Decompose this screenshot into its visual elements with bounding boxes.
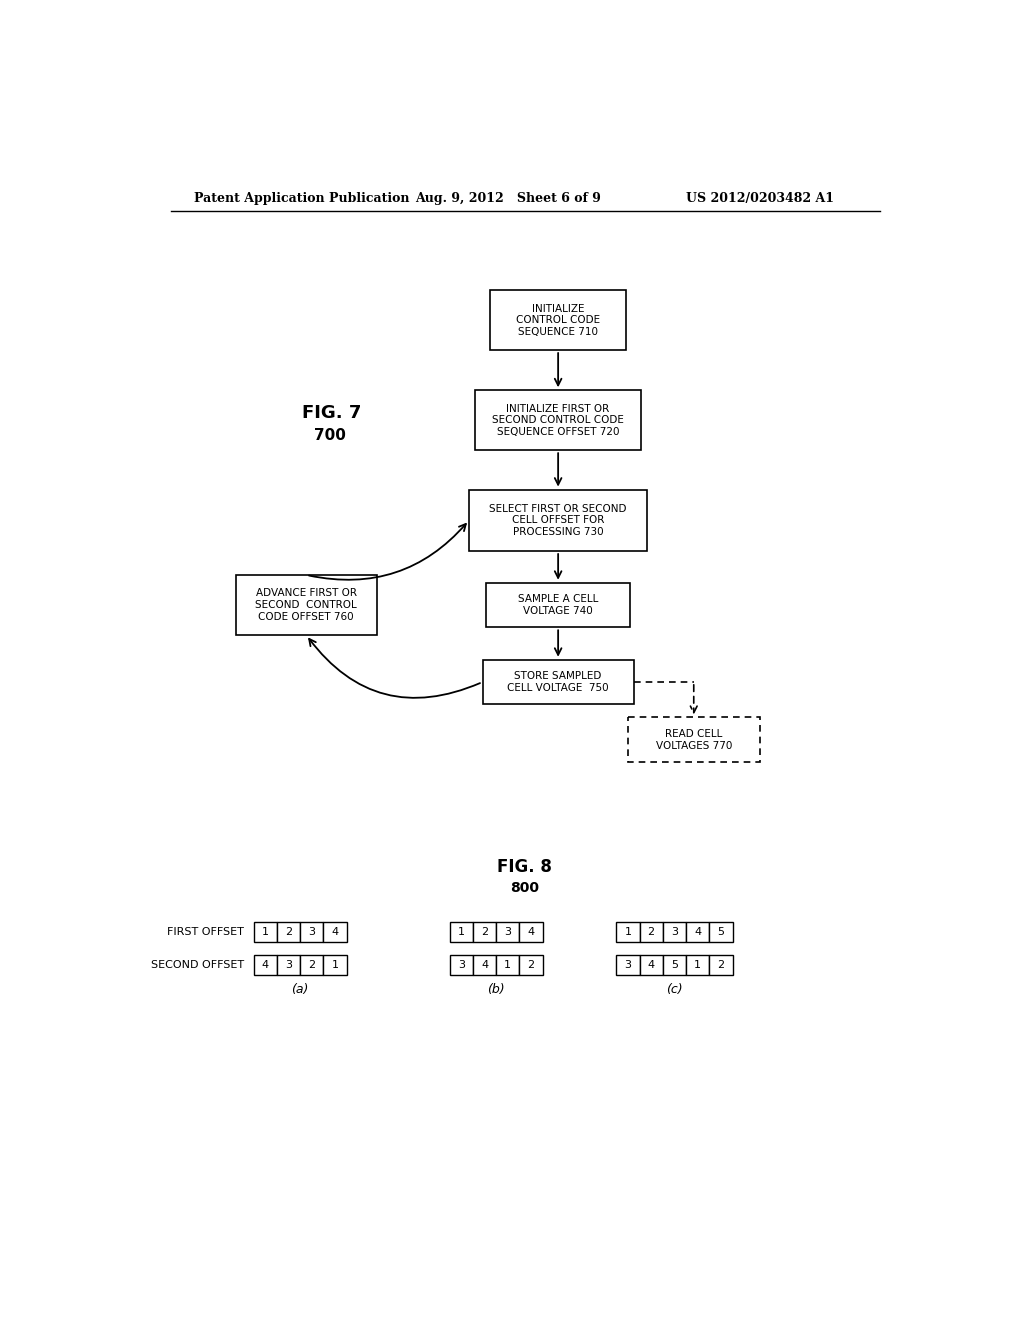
FancyBboxPatch shape [519, 956, 543, 975]
FancyBboxPatch shape [276, 923, 300, 942]
FancyBboxPatch shape [300, 923, 324, 942]
Text: 4: 4 [527, 927, 535, 937]
Text: 1: 1 [694, 961, 701, 970]
Text: (c): (c) [666, 982, 683, 995]
Text: 2: 2 [481, 927, 488, 937]
FancyBboxPatch shape [482, 660, 634, 705]
FancyBboxPatch shape [616, 956, 640, 975]
FancyBboxPatch shape [236, 576, 377, 635]
Text: 2: 2 [285, 927, 292, 937]
Text: 4: 4 [694, 927, 701, 937]
Text: 4: 4 [481, 961, 488, 970]
FancyBboxPatch shape [254, 956, 276, 975]
Text: 3: 3 [285, 961, 292, 970]
Text: Patent Application Publication: Patent Application Publication [194, 191, 410, 205]
FancyBboxPatch shape [710, 923, 732, 942]
Text: STORE SAMPLED
CELL VOLTAGE  750: STORE SAMPLED CELL VOLTAGE 750 [507, 671, 609, 693]
Text: 3: 3 [458, 961, 465, 970]
Text: 1: 1 [625, 927, 632, 937]
Text: 800: 800 [510, 882, 540, 895]
FancyBboxPatch shape [473, 956, 496, 975]
FancyBboxPatch shape [276, 956, 300, 975]
Text: (b): (b) [487, 982, 505, 995]
Text: FIG. 8: FIG. 8 [498, 858, 552, 875]
Text: 2: 2 [527, 961, 535, 970]
Text: 2: 2 [647, 927, 654, 937]
FancyBboxPatch shape [616, 923, 640, 942]
Text: 1: 1 [262, 927, 268, 937]
FancyBboxPatch shape [475, 391, 641, 450]
Text: 3: 3 [504, 927, 511, 937]
Text: SELECT FIRST OR SECOND
CELL OFFSET FOR
PROCESSING 730: SELECT FIRST OR SECOND CELL OFFSET FOR P… [489, 504, 627, 537]
FancyBboxPatch shape [490, 290, 626, 350]
Text: (a): (a) [292, 982, 309, 995]
Text: SECOND OFFSET: SECOND OFFSET [152, 961, 245, 970]
FancyBboxPatch shape [496, 956, 519, 975]
FancyBboxPatch shape [473, 923, 496, 942]
Text: 700: 700 [314, 428, 346, 444]
Text: 3: 3 [625, 961, 632, 970]
FancyBboxPatch shape [640, 956, 663, 975]
FancyBboxPatch shape [496, 923, 519, 942]
Text: 2: 2 [308, 961, 315, 970]
Text: US 2012/0203482 A1: US 2012/0203482 A1 [686, 191, 834, 205]
FancyBboxPatch shape [519, 923, 543, 942]
Text: 4: 4 [261, 961, 268, 970]
Text: 1: 1 [458, 927, 465, 937]
Text: SAMPLE A CELL
VOLTAGE 740: SAMPLE A CELL VOLTAGE 740 [518, 594, 598, 616]
FancyBboxPatch shape [663, 956, 686, 975]
Text: 1: 1 [332, 961, 338, 970]
Text: 1: 1 [504, 961, 511, 970]
Text: READ CELL
VOLTAGES 770: READ CELL VOLTAGES 770 [655, 729, 732, 751]
Text: Aug. 9, 2012   Sheet 6 of 9: Aug. 9, 2012 Sheet 6 of 9 [415, 191, 601, 205]
FancyBboxPatch shape [254, 923, 276, 942]
Text: INITIALIZE FIRST OR
SECOND CONTROL CODE
SEQUENCE OFFSET 720: INITIALIZE FIRST OR SECOND CONTROL CODE … [493, 404, 624, 437]
FancyBboxPatch shape [324, 956, 346, 975]
Text: 5: 5 [718, 927, 724, 937]
Text: 4: 4 [647, 961, 654, 970]
Text: FIG. 7: FIG. 7 [302, 404, 361, 421]
FancyBboxPatch shape [686, 956, 710, 975]
Text: 3: 3 [308, 927, 315, 937]
Text: 5: 5 [671, 961, 678, 970]
FancyBboxPatch shape [640, 923, 663, 942]
Text: 3: 3 [671, 927, 678, 937]
FancyBboxPatch shape [663, 923, 686, 942]
FancyBboxPatch shape [628, 718, 760, 762]
Text: 4: 4 [332, 927, 339, 937]
FancyBboxPatch shape [450, 923, 473, 942]
FancyBboxPatch shape [450, 956, 473, 975]
Text: ADVANCE FIRST OR
SECOND  CONTROL
CODE OFFSET 760: ADVANCE FIRST OR SECOND CONTROL CODE OFF… [255, 589, 357, 622]
FancyBboxPatch shape [486, 582, 630, 627]
FancyBboxPatch shape [686, 923, 710, 942]
Text: INITIALIZE
CONTROL CODE
SEQUENCE 710: INITIALIZE CONTROL CODE SEQUENCE 710 [516, 304, 600, 337]
FancyBboxPatch shape [710, 956, 732, 975]
FancyBboxPatch shape [300, 956, 324, 975]
FancyBboxPatch shape [469, 490, 647, 552]
FancyBboxPatch shape [324, 923, 346, 942]
Text: FIRST OFFSET: FIRST OFFSET [167, 927, 245, 937]
Text: 2: 2 [718, 961, 724, 970]
